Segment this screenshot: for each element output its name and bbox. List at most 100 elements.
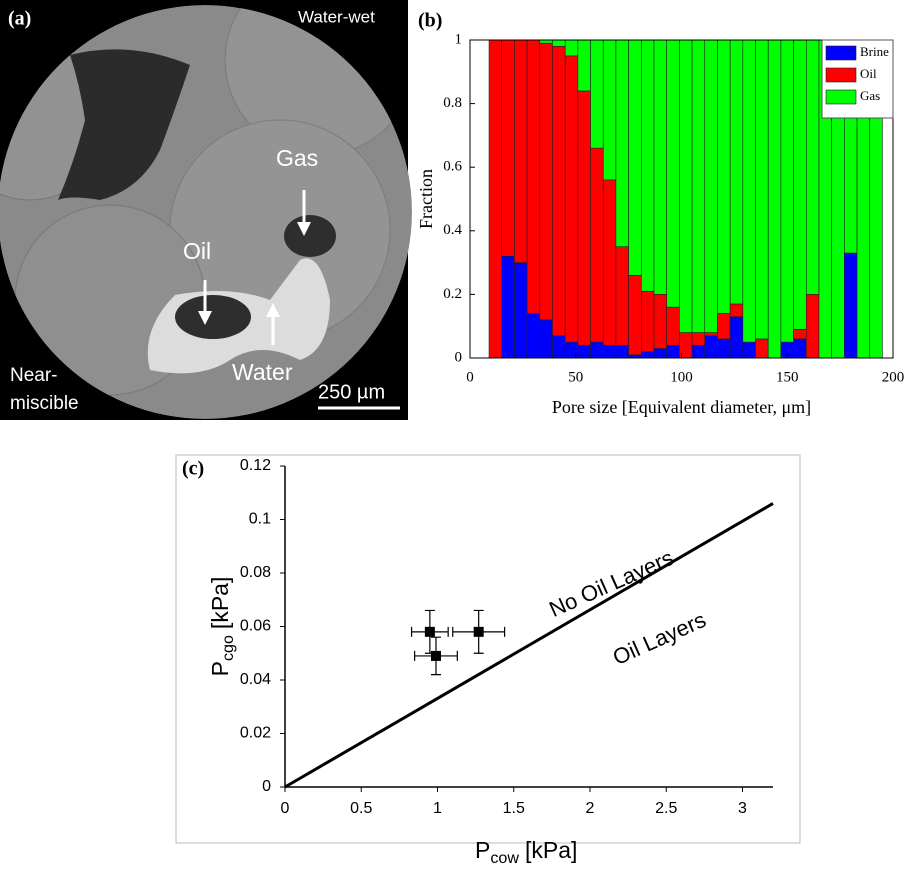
bar-segment: [793, 39, 807, 330]
bar-segment: [514, 262, 528, 359]
bar-segment: [526, 39, 541, 314]
region-annotation: Oil Layers: [609, 607, 710, 670]
bar-segment: [539, 319, 553, 359]
legend-swatch: [825, 45, 857, 61]
bar-segment: [717, 313, 731, 340]
x-tick-label: 0: [466, 369, 474, 385]
gas-pore: [58, 49, 190, 200]
arrow-head: [266, 303, 280, 317]
image-label: Near-: [10, 365, 58, 386]
phase-label: Oil: [183, 238, 211, 264]
phase-label: Water: [232, 359, 293, 385]
bar-segment: [844, 252, 858, 359]
bar-segment: [704, 39, 718, 333]
legend-swatch: [825, 89, 857, 105]
bar-segment: [628, 275, 642, 356]
y-tick-label: 0.12: [240, 457, 271, 474]
x-tick-label: 3: [738, 800, 747, 817]
panel-label: (a): [8, 8, 31, 30]
x-axis-label: Pore size [Equivalent diameter, μm]: [552, 397, 811, 417]
y-tick-label: 0.1: [249, 511, 271, 528]
bar-segment: [602, 39, 617, 181]
bar-segment: [679, 39, 693, 333]
y-tick-label: 0: [455, 349, 463, 365]
bar-segment: [564, 39, 579, 57]
y-tick-label: 1: [455, 31, 463, 47]
x-tick-label: 0.5: [350, 800, 372, 817]
bar-segment: [793, 338, 807, 359]
y-axis-label: Fraction: [416, 169, 436, 229]
bar-segment: [717, 338, 731, 359]
y-tick-label: 0: [262, 778, 271, 795]
bar-segment: [488, 39, 503, 359]
x-tick-label: 150: [776, 369, 799, 385]
bar-segment: [653, 294, 667, 349]
y-tick-label: 0.02: [240, 725, 271, 742]
panel-label: (c): [182, 458, 204, 480]
x-tick-label: 50: [568, 369, 583, 385]
bar-segment: [780, 39, 794, 343]
bar-segment: [666, 344, 680, 359]
bar-segment: [577, 344, 591, 359]
region-annotation: No Oil Layers: [545, 545, 677, 622]
gas-blob: [284, 215, 336, 257]
arrow-head: [198, 311, 212, 325]
bar-segment: [653, 348, 667, 359]
bar-segment: [805, 294, 820, 359]
bar-segment: [602, 344, 617, 359]
data-point: [424, 626, 435, 637]
bar-segment: [742, 341, 756, 359]
x-tick-label: 1: [433, 800, 442, 817]
bar-segment: [628, 39, 642, 276]
bar-segment: [514, 39, 528, 263]
bar-segment: [526, 313, 541, 359]
axis-label-main: P: [207, 661, 233, 676]
micro-ct-image: (a) Water-wet Near- miscible Gas Oil Wat…: [0, 0, 412, 420]
bar-segment: [691, 332, 706, 346]
bar-segment: [666, 306, 680, 346]
x-tick-label: 200: [882, 369, 905, 385]
bar-segment: [590, 147, 604, 343]
legend-label: Oil: [860, 66, 877, 81]
y-tick-label: 0.08: [240, 564, 271, 581]
bar-segment: [641, 351, 655, 359]
phase-label: Gas: [276, 145, 318, 171]
axis-label-unit: [kPa]: [207, 577, 233, 629]
legend-label: Brine: [860, 44, 889, 59]
bar-segment: [805, 39, 820, 295]
image-label: miscible: [10, 393, 79, 414]
bar-segment: [755, 39, 769, 340]
bar-segment: [729, 303, 744, 317]
bar-segment: [501, 255, 515, 359]
panel-frame: [175, 454, 801, 844]
y-tick-label: 0.04: [240, 671, 271, 688]
y-tick-label: 0.8: [443, 95, 462, 111]
bar-segment: [615, 39, 629, 247]
bar-segment: [552, 39, 566, 47]
bar-segment: [666, 39, 680, 308]
bar-segment: [691, 39, 706, 333]
x-tick-label: 2: [586, 800, 595, 817]
x-tick-label: 0: [281, 800, 290, 817]
panel-label: (b): [418, 10, 442, 32]
oil-blob: [175, 295, 251, 339]
arrow-head: [297, 222, 311, 236]
bar-segment: [717, 39, 731, 314]
bar-segment: [691, 344, 706, 359]
bar-segment: [577, 39, 591, 92]
axis-label-unit: [kPa]: [525, 837, 577, 863]
bar-segment: [602, 179, 617, 346]
y-tick-label: 0.6: [443, 159, 462, 175]
bar-segment: [729, 316, 744, 359]
bar-segment: [704, 332, 718, 337]
axis-label-main: P: [475, 837, 490, 863]
axis-label: Pcgo [kPa]: [207, 577, 237, 677]
bar-segment: [552, 46, 566, 337]
axis-label-sub: cgo: [219, 635, 237, 661]
y-tick-label: 0.4: [443, 222, 462, 238]
boundary-line: [284, 502, 774, 789]
legend-swatch: [825, 67, 857, 83]
data-point: [473, 626, 484, 637]
bar-segment: [615, 344, 629, 359]
